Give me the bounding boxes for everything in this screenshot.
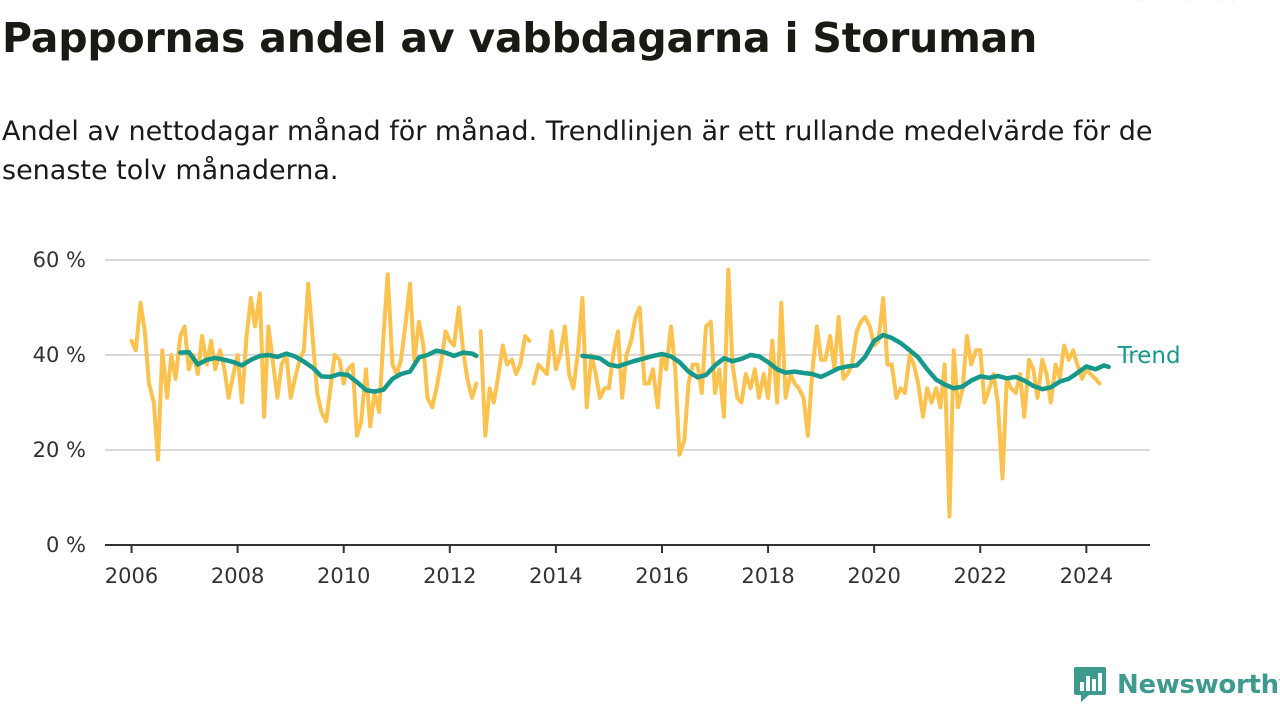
y-tick-label: 0 % [46, 533, 86, 557]
x-tick-label: 2020 [847, 564, 900, 588]
x-tick-label: 2018 [741, 564, 794, 588]
chart-title: Pappornas andel av vabbdagarna i Storuma… [2, 14, 1038, 62]
trend-line-segment-2 [580, 332, 1111, 392]
y-tick-label: 60 % [33, 248, 86, 272]
series-lines [129, 267, 1111, 519]
trend-line-segment-1 [178, 348, 479, 394]
trend-series-label: Trend [1117, 343, 1181, 369]
x-tick-label: 2016 [635, 564, 688, 588]
series-labels: Trend Per månad [1117, 0, 1242, 369]
y-tick-label: 20 % [33, 438, 86, 462]
newsworthy-logo: Newsworthy [1073, 664, 1280, 706]
x-tick-label: 2014 [529, 564, 582, 588]
x-tick-label: 2006 [105, 564, 158, 588]
per-month-line-segment-3 [531, 267, 1102, 519]
x-axis: 2006 2008 2010 2012 2014 2016 2018 2020 2022 2024 [105, 544, 1150, 588]
x-tick-label: 2010 [317, 564, 370, 588]
x-tick-label: 2022 [954, 564, 1007, 588]
chart-subtitle: Andel av nettodagar månad för månad. Tre… [2, 116, 1153, 186]
newsworthy-chart-bubble-icon [1074, 667, 1106, 702]
brand-name: Newsworthy [1117, 670, 1280, 700]
per-month-line-segment-1 [129, 272, 479, 462]
per-month-series-label: Per månad [1118, 0, 1242, 6]
y-axis: 0 % 20 % 40 % 60 % [33, 248, 86, 557]
x-tick-label: 2024 [1060, 564, 1113, 588]
x-tick-label: 2012 [423, 564, 476, 588]
x-tick-label: 2008 [211, 564, 264, 588]
y-tick-label: 40 % [33, 343, 86, 367]
per-month-line-segment-2 [478, 329, 532, 438]
